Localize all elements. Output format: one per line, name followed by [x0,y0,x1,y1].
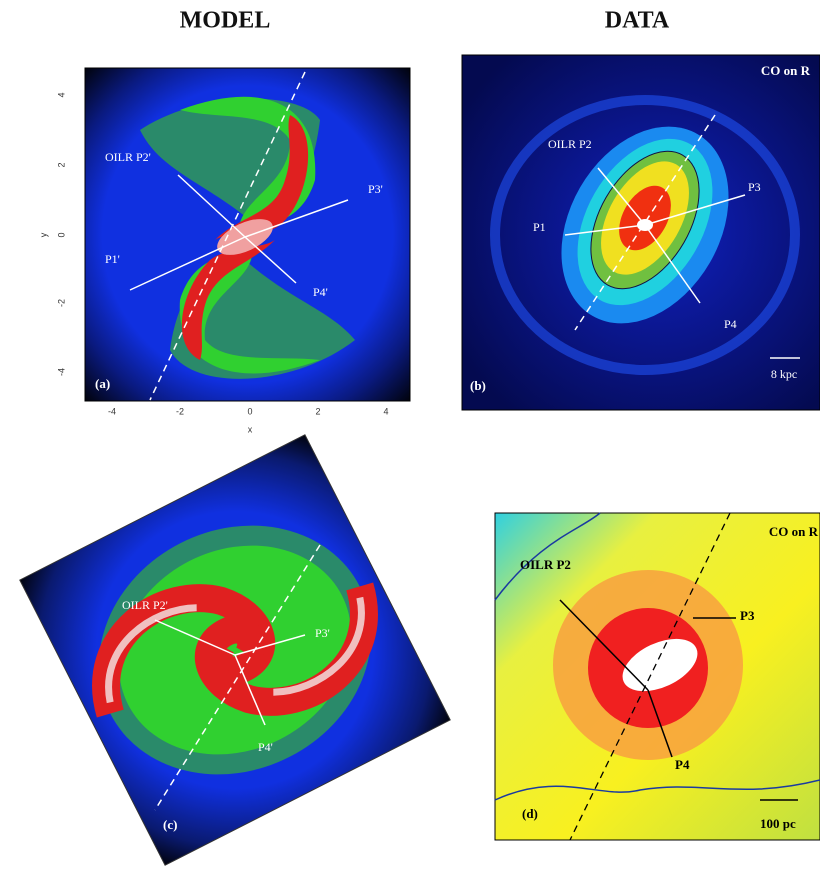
y-tick-label: 2 [56,162,66,167]
panel-label: (c) [163,817,177,832]
y-tick-label: 0 [56,232,66,237]
arrows [564,167,800,359]
annotation: P1 [533,220,546,234]
contour [490,95,800,375]
panel-title: CO on R [769,524,819,539]
annotation: P3' [368,182,383,196]
annotation: P4 [724,317,737,331]
x-tick-label: 4 [383,406,388,416]
dashed-axis [574,114,716,331]
panel-a: OILR P2' P3' P1' P4' (a) -4 -2 0 2 4 x 4… [38,67,411,434]
arm [92,584,276,718]
panel-b: OILR P2 P3 P1 P4 CO on R 8 kpc (b) [461,54,820,411]
contour-line [494,512,601,601]
arrows [559,599,798,801]
annotation: P3 [740,608,755,623]
arm [215,115,309,240]
annotation: OILR P2' [105,150,151,164]
annotation: P4' [313,285,328,299]
arm [181,240,275,360]
y-tick-label: 4 [56,92,66,97]
annotation: OILR P2 [520,557,571,572]
column-header: DATA [605,8,670,34]
dashed-axis [154,544,321,811]
panel-label: (d) [522,806,538,821]
column-header: MODEL [180,8,271,34]
contour-line [494,779,820,801]
annotation: P3' [315,626,330,640]
y-tick-label: -4 [56,368,66,376]
arrows [129,174,349,291]
panel-c: OILR P2' P3' P4' (c) [19,434,451,866]
panel-d: OILR P2 P3 P4 CO on R 100 pc (d) [494,512,820,841]
dashed-axis [569,512,731,841]
annotation: OILR P2 [548,137,592,151]
annotation: OILR P2' [122,598,168,612]
x-axis-label: x [248,424,253,434]
annotation: P4 [675,757,690,772]
ridge [105,604,197,704]
core [622,638,698,692]
ridge [273,596,365,696]
annotation: P1' [105,252,120,266]
dashed-axis [149,71,306,401]
scale-bar-label: 8 kpc [771,367,797,381]
arrows [154,619,306,726]
contour [619,185,671,251]
x-tick-label: 0 [247,406,252,416]
y-tick-label: -2 [56,299,66,307]
panel-title: CO on R [761,63,811,78]
scale-bar-label: 100 pc [760,816,796,831]
annotation: P4' [258,740,273,754]
annotation: P3 [748,180,761,194]
arm [194,582,378,716]
panel-label: (a) [95,376,110,391]
panel-label: (b) [470,378,486,393]
x-tick-label: 2 [315,406,320,416]
x-tick-label: -4 [108,406,116,416]
x-tick-label: -2 [176,406,184,416]
y-axis-label: y [38,232,48,237]
